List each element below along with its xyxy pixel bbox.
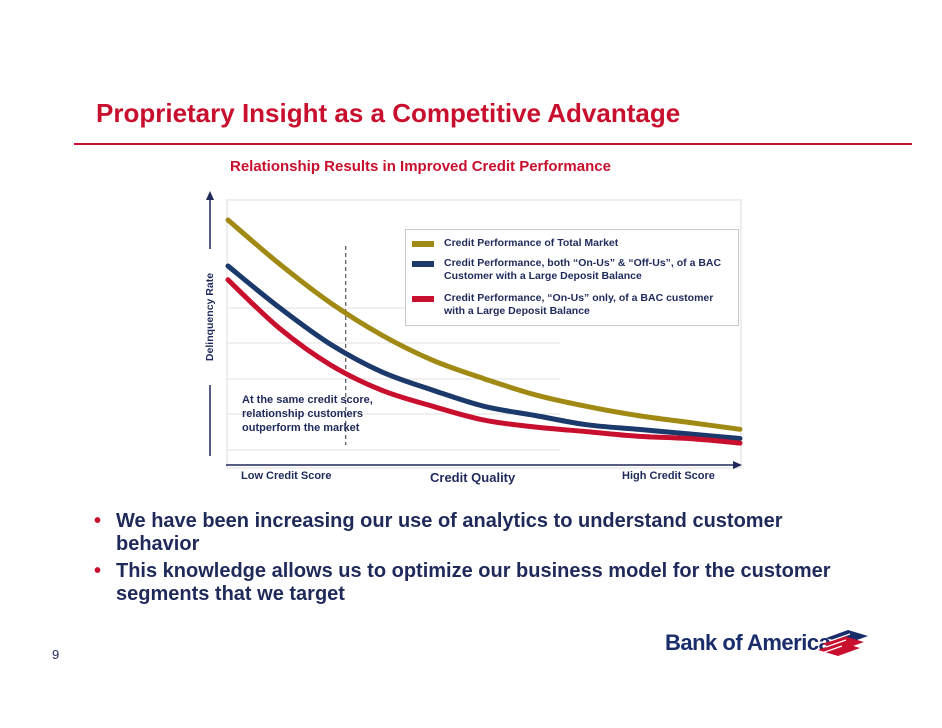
- bank-of-america-logo: Bank of America: [665, 628, 870, 664]
- x-tick-high: High Credit Score: [622, 470, 715, 482]
- series-line-3: [225, 277, 743, 446]
- chart-annotation: At the same credit score, relationship c…: [242, 394, 373, 434]
- title-divider: [74, 143, 912, 145]
- y-axis-label: Delinquency Rate: [204, 249, 218, 385]
- legend-swatch-red: [412, 296, 434, 302]
- legend-label: Credit Performance, “On-Us” only, of a B…: [444, 292, 714, 317]
- bullet-list: • We have been increasing our use of ana…: [86, 510, 846, 610]
- x-tick-low: Low Credit Score: [241, 470, 332, 482]
- chart-legend: Credit Performance of Total Market Credi…: [405, 229, 739, 326]
- flag-icon: [818, 630, 868, 656]
- bullet-item: • This knowledge allows us to optimize o…: [86, 560, 846, 606]
- slide-title: Proprietary Insight as a Competitive Adv…: [96, 98, 681, 128]
- legend-label: Credit Performance of Total Market: [444, 237, 619, 249]
- bullet-marker: •: [94, 510, 102, 532]
- logo-wordmark: Bank of America: [665, 630, 831, 655]
- bullet-text: We have been increasing our use of analy…: [116, 510, 783, 555]
- bullet-item: • We have been increasing our use of ana…: [86, 510, 846, 556]
- bullet-marker: •: [94, 560, 102, 582]
- page-number: 9: [52, 647, 60, 662]
- bullet-text: This knowledge allows us to optimize our…: [116, 560, 831, 605]
- legend-swatch-navy: [412, 261, 434, 267]
- chart-title: Relationship Results in Improved Credit …: [230, 158, 611, 175]
- y-axis-arrowhead: [206, 191, 214, 200]
- legend-label: Credit Performance, both “On-Us” & “Off-…: [444, 257, 722, 282]
- series-line-2: [225, 263, 743, 441]
- x-axis-label: Credit Quality: [430, 470, 516, 485]
- x-axis-arrowhead: [733, 461, 742, 469]
- legend-swatch-gold: [412, 241, 434, 247]
- series-line-1: [225, 217, 743, 432]
- series-group: [225, 217, 743, 446]
